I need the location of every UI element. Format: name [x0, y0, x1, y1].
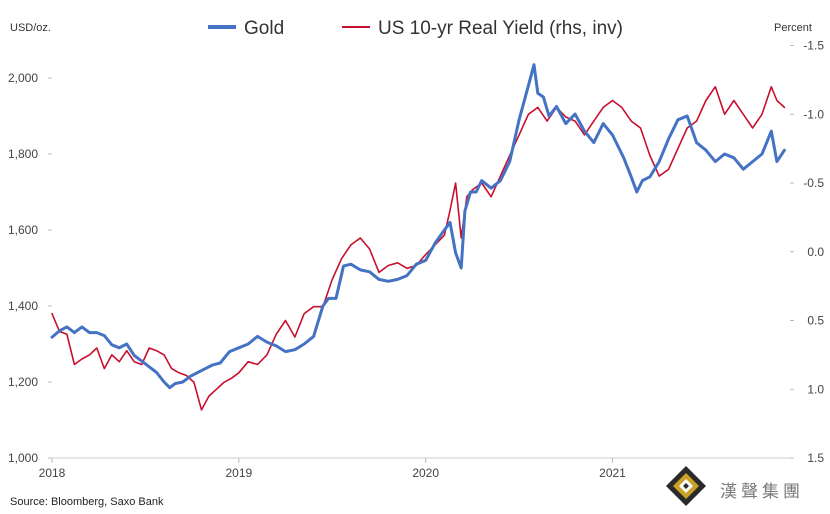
- diamond-logo-icon: [666, 466, 706, 506]
- axes: 2018 2019 2020 2021 1,000 1,200 1,400 1,600 1,80…: [8, 39, 824, 481]
- y-left-tick-label: 2,000: [8, 71, 38, 85]
- x-tick-label: 2021: [599, 466, 626, 480]
- y-right-tick-label: -1.0: [803, 107, 824, 121]
- legend-label-real-yield: US 10-yr Real Yield (rhs, inv): [378, 18, 623, 39]
- y-left-tick-label: 1,000: [8, 451, 38, 465]
- y-right-tick-label: 1.5: [807, 451, 824, 465]
- y-right-tick-label: -0.5: [803, 176, 824, 190]
- right-axis-unit: Percent: [774, 22, 812, 34]
- watermark: 漢聲集團: [666, 466, 804, 506]
- y-left-tick-label: 1,600: [8, 223, 38, 237]
- y-right-tick-label: 0.0: [807, 245, 824, 259]
- x-tick-label: 2018: [39, 466, 66, 480]
- watermark-text: 漢聲集團: [720, 482, 804, 502]
- series-lines: [50, 63, 786, 411]
- y-right-tick-label: 0.5: [807, 314, 824, 328]
- x-tick-label: 2020: [412, 466, 439, 480]
- y-left-tick-label: 1,400: [8, 299, 38, 313]
- source-note: Source: Bloomberg, Saxo Bank: [10, 496, 164, 508]
- real-yield-line: [51, 86, 786, 411]
- y-right-tick-label: 1.0: [807, 382, 824, 396]
- gold-price-line: [50, 63, 786, 390]
- y-right-tick-label: -1.5: [803, 39, 824, 53]
- x-tick-label: 2019: [225, 466, 252, 480]
- legend-label-gold: Gold: [244, 18, 284, 39]
- y-left-tick-label: 1,800: [8, 147, 38, 161]
- y-left-tick-label: 1,200: [8, 375, 38, 389]
- legend: Gold US 10-yr Real Yield (rhs, inv): [208, 18, 623, 39]
- left-axis-unit: USD/oz.: [10, 22, 51, 34]
